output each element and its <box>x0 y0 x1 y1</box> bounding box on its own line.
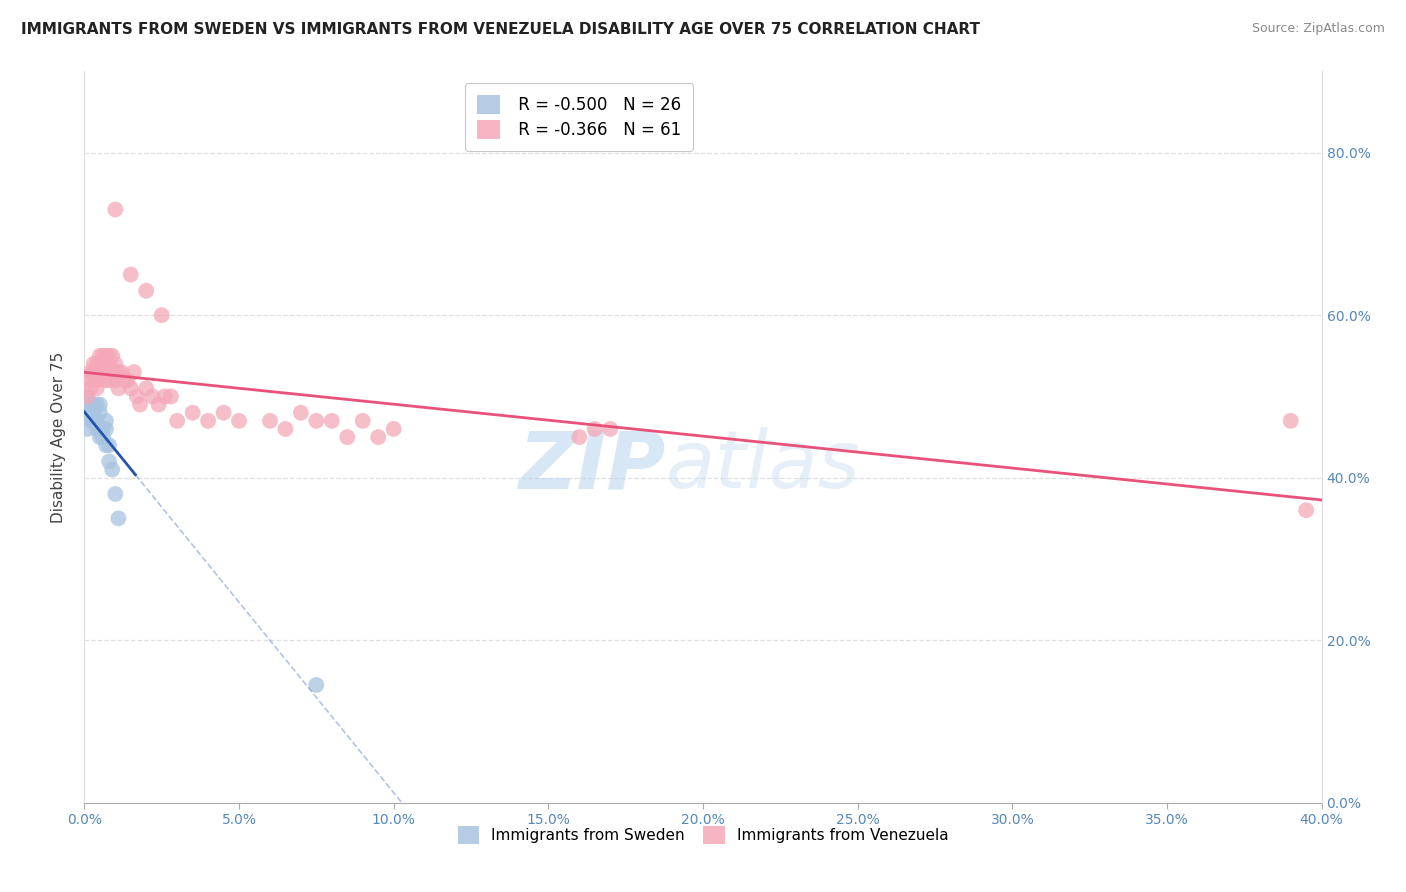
Point <box>599 422 621 436</box>
Point <box>305 678 328 692</box>
Point <box>86 381 108 395</box>
Point <box>76 422 98 436</box>
Point <box>79 381 101 395</box>
Point <box>336 430 359 444</box>
Point <box>122 365 145 379</box>
Point <box>91 357 114 371</box>
Point <box>125 389 148 403</box>
Point <box>89 349 111 363</box>
Point <box>104 373 127 387</box>
Point <box>160 389 183 403</box>
Point <box>89 406 111 420</box>
Point <box>120 268 142 282</box>
Point <box>117 373 139 387</box>
Point <box>148 398 170 412</box>
Text: atlas: atlas <box>666 427 860 506</box>
Point <box>79 365 101 379</box>
Point <box>76 373 98 387</box>
Point <box>104 487 127 501</box>
Point <box>107 381 129 395</box>
Point <box>86 373 108 387</box>
Text: ZIP: ZIP <box>519 427 666 506</box>
Point <box>141 389 163 403</box>
Point <box>86 398 108 412</box>
Point <box>86 357 108 371</box>
Point <box>83 398 105 412</box>
Point <box>305 414 328 428</box>
Point <box>86 414 108 428</box>
Point <box>89 365 111 379</box>
Point <box>274 422 297 436</box>
Point <box>89 398 111 412</box>
Point <box>91 422 114 436</box>
Point <box>91 349 114 363</box>
Point <box>1279 414 1302 428</box>
Point <box>98 349 121 363</box>
Point <box>83 373 105 387</box>
Point <box>1295 503 1317 517</box>
Point <box>114 373 136 387</box>
Point <box>104 202 127 217</box>
Point <box>98 454 121 468</box>
Point <box>98 357 121 371</box>
Point <box>86 365 108 379</box>
Point <box>352 414 374 428</box>
Point <box>150 308 173 322</box>
Point <box>83 357 105 371</box>
Point <box>89 422 111 436</box>
Point <box>89 357 111 371</box>
Point <box>367 430 389 444</box>
Point <box>104 357 127 371</box>
Text: Source: ZipAtlas.com: Source: ZipAtlas.com <box>1251 22 1385 36</box>
Point <box>382 422 405 436</box>
Point <box>94 414 117 428</box>
Point <box>101 349 124 363</box>
Point <box>76 389 98 403</box>
Point <box>76 389 98 403</box>
Point <box>94 357 117 371</box>
Point <box>83 414 105 428</box>
Point <box>86 422 108 436</box>
Text: IMMIGRANTS FROM SWEDEN VS IMMIGRANTS FROM VENEZUELA DISABILITY AGE OVER 75 CORRE: IMMIGRANTS FROM SWEDEN VS IMMIGRANTS FRO… <box>21 22 980 37</box>
Point <box>259 414 281 428</box>
Point <box>94 373 117 387</box>
Point <box>104 365 127 379</box>
Point <box>568 430 591 444</box>
Point <box>129 398 152 412</box>
Point <box>135 284 157 298</box>
Point <box>181 406 204 420</box>
Y-axis label: Disability Age Over 75: Disability Age Over 75 <box>51 351 66 523</box>
Point <box>79 414 101 428</box>
Point <box>166 414 188 428</box>
Point <box>321 414 343 428</box>
Point <box>73 406 96 420</box>
Legend: Immigrants from Sweden, Immigrants from Venezuela: Immigrants from Sweden, Immigrants from … <box>451 820 955 850</box>
Point <box>94 349 117 363</box>
Point <box>94 438 117 452</box>
Point <box>83 365 105 379</box>
Point <box>101 365 124 379</box>
Point <box>290 406 312 420</box>
Point <box>98 438 121 452</box>
Point <box>228 414 250 428</box>
Point <box>89 430 111 444</box>
Point <box>91 430 114 444</box>
Point <box>583 422 606 436</box>
Point <box>107 365 129 379</box>
Point <box>91 365 114 379</box>
Point <box>135 381 157 395</box>
Point <box>79 398 101 412</box>
Point <box>94 422 117 436</box>
Point <box>101 462 124 476</box>
Point <box>110 365 132 379</box>
Point <box>83 406 105 420</box>
Point <box>153 389 176 403</box>
Point <box>197 414 219 428</box>
Point <box>120 381 142 395</box>
Point <box>212 406 235 420</box>
Point <box>98 373 121 387</box>
Point <box>107 511 129 525</box>
